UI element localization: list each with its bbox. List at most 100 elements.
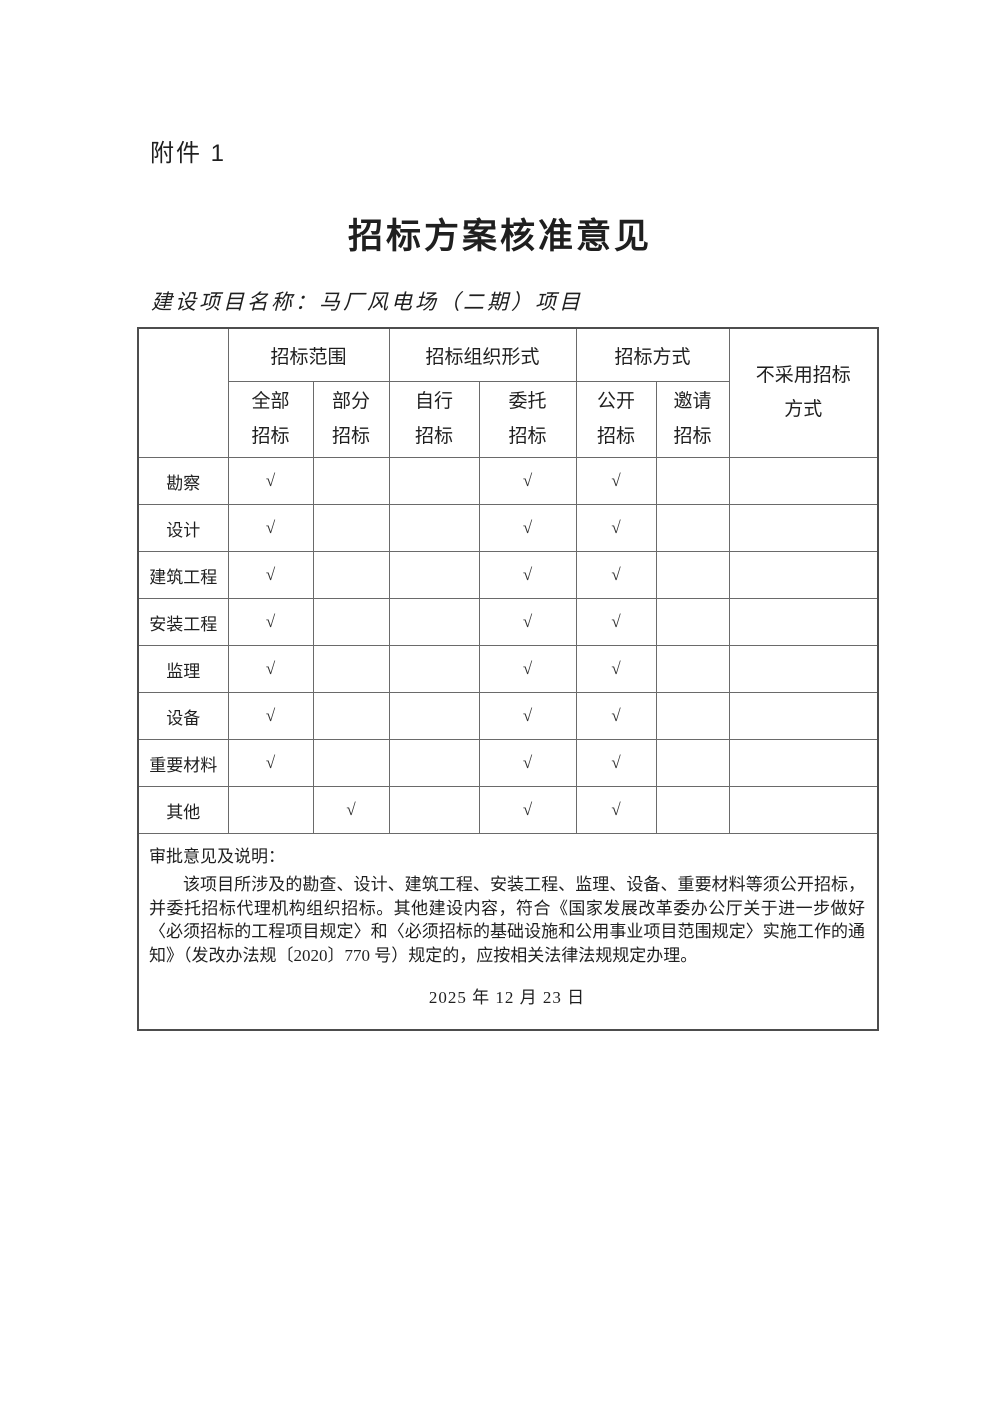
check-cell: √ [227,457,314,505]
check-cell: √ [575,786,657,834]
row-label: 设备 [137,692,229,740]
col-header-entrusted-tender-label: 委托招标 [508,391,547,447]
check-cell [728,786,879,834]
table-row: 安装工程 √ √ √ [137,598,879,646]
table-row: 重要材料 √ √ √ [137,739,879,787]
header-group-row: 招标范围 招标组织形式 招标方式 不采用招标方式 [137,327,879,458]
check-cell: √ [478,692,577,740]
check-cell: √ [478,551,577,599]
check-cell: √ [575,457,657,505]
attachment-label: 附件 1 [150,140,227,167]
corner-cell [137,327,229,458]
check-cell: √ [575,551,657,599]
check-cell: √ [478,739,577,787]
col-header-invited-tender: 邀请招标 [655,381,730,458]
check-cell: √ [575,645,657,693]
check-cell [655,551,730,599]
approval-table-container: 招标范围 招标组织形式 招标方式 不采用招标方式 全部招标 部分招标 自行招标 … [137,327,880,1031]
check-cell [728,645,879,693]
check-cell [312,504,390,552]
check-cell [388,551,480,599]
header-no-tender-label: 不采用招标方式 [755,364,851,420]
check-cell [312,692,390,740]
check-cell [388,645,480,693]
check-cell [388,692,480,740]
table-body: 勘察 √ √ √ 设计 √ √ √ 建筑工程 √ √ √ 安装工程 √ √ √ … [137,457,879,834]
check-cell [388,786,480,834]
project-name: 建设项目名称：马厂风电场（二期）项目 [151,290,583,314]
check-cell [655,598,730,646]
check-cell [388,457,480,505]
row-label: 建筑工程 [137,551,229,599]
page-title: 招标方案核准意见 [347,217,652,256]
check-cell: √ [227,692,314,740]
col-header-entrusted-tender: 委托招标 [478,381,577,458]
opinion-date: 2025 年 12 月 23 日 [428,988,586,1007]
row-label: 设计 [137,504,229,552]
check-cell: √ [478,504,577,552]
check-cell [227,786,314,834]
check-cell: √ [312,786,390,834]
check-cell [728,692,879,740]
table-header: 招标范围 招标组织形式 招标方式 不采用招标方式 全部招标 部分招标 自行招标 … [137,327,879,458]
check-cell [312,739,390,787]
check-cell [312,645,390,693]
approval-table: 招标范围 招标组织形式 招标方式 不采用招标方式 全部招标 部分招标 自行招标 … [137,327,880,1031]
check-cell: √ [575,692,657,740]
row-label: 其他 [137,786,229,834]
check-cell: √ [478,645,577,693]
check-cell [388,504,480,552]
col-header-open-tender: 公开招标 [575,381,657,458]
row-label: 重要材料 [137,739,229,787]
check-cell [312,457,390,505]
check-cell [728,551,879,599]
col-group-tender-scope: 招标范围 [227,327,390,382]
check-cell: √ [227,551,314,599]
check-cell: √ [227,645,314,693]
col-header-full-tender-label: 全部招标 [251,391,290,447]
check-cell [655,739,730,787]
table-row: 建筑工程 √ √ √ [137,551,879,599]
table-row: 监理 √ √ √ [137,645,879,693]
check-cell [728,457,879,505]
col-header-partial-tender-label: 部分招标 [332,391,371,447]
opinion-section: 审批意见及说明： 该项目所涉及的勘查、设计、建筑工程、安装工程、监理、设备、重要… [137,833,879,1031]
check-cell [655,786,730,834]
row-label: 监理 [137,645,229,693]
col-group-organization-form: 招标组织形式 [388,327,577,382]
check-cell [312,551,390,599]
opinion-heading: 审批意见及说明： [149,847,285,866]
opinion-row: 审批意见及说明： 该项目所涉及的勘查、设计、建筑工程、安装工程、监理、设备、重要… [137,833,879,1031]
col-header-self-tender: 自行招标 [388,381,480,458]
row-label: 安装工程 [137,598,229,646]
row-label: 勘察 [137,457,229,505]
col-header-partial-tender: 部分招标 [312,381,390,458]
check-cell [388,598,480,646]
col-header-open-tender-label: 公开招标 [597,391,636,447]
check-cell: √ [575,598,657,646]
col-group-tender-method: 招标方式 [575,327,730,382]
col-header-invited-tender-label: 邀请招标 [673,391,712,447]
check-cell: √ [227,504,314,552]
table-row: 勘察 √ √ √ [137,457,879,505]
check-cell: √ [575,504,657,552]
check-cell [728,504,879,552]
opinion-cell: 审批意见及说明： 该项目所涉及的勘查、设计、建筑工程、安装工程、监理、设备、重要… [137,833,879,1031]
check-cell [312,598,390,646]
check-cell: √ [478,457,577,505]
check-cell: √ [227,598,314,646]
check-cell [655,645,730,693]
check-cell: √ [478,786,577,834]
table-row: 设计 √ √ √ [137,504,879,552]
opinion-body: 该项目所涉及的勘查、设计、建筑工程、安装工程、监理、设备、重要材料等须公开招标，… [149,875,866,965]
table-row: 其他 √ √ √ [137,786,879,834]
check-cell [655,457,730,505]
check-cell [655,504,730,552]
col-header-self-tender-label: 自行招标 [415,391,454,447]
check-cell [655,692,730,740]
table-row: 设备 √ √ √ [137,692,879,740]
header-sub-row: 全部招标 部分招标 自行招标 委托招标 公开招标 邀请招标 [138,381,878,458]
col-header-full-tender: 全部招标 [227,381,314,458]
check-cell [388,739,480,787]
